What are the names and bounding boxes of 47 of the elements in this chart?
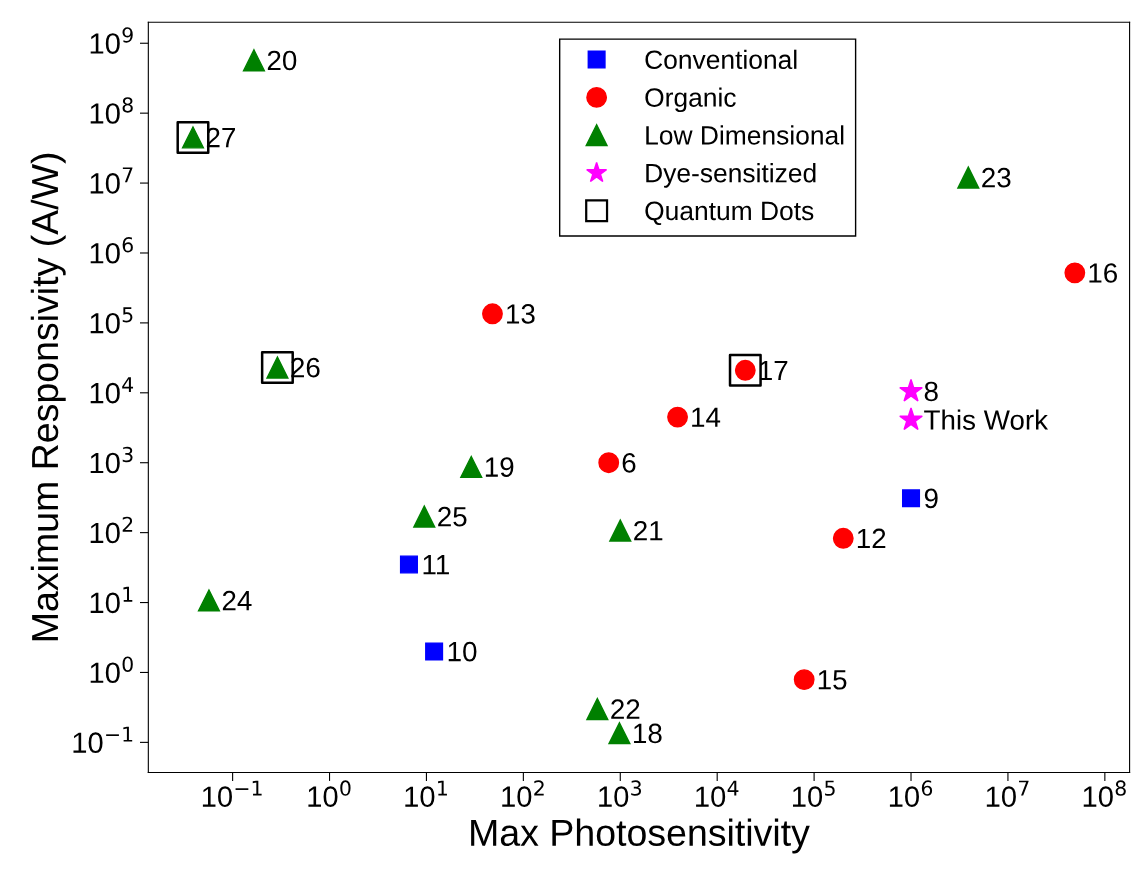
annotation: 12: [857, 528, 886, 549]
annotation: 24: [222, 590, 252, 611]
x-tick-label: 10$^{2}$: [502, 780, 544, 807]
annotation: 9: [924, 488, 938, 509]
annotation: 18: [634, 723, 662, 744]
annotation: 13: [507, 304, 535, 324]
x-tick-label: 10$^{5}$: [793, 780, 835, 807]
x-tick-label: 10$^{0}$: [308, 780, 351, 807]
x-tick-label: 10$^{7}$: [986, 780, 1029, 807]
x-tick-label: 10$^{−1}$: [202, 780, 262, 807]
legend-label: Low Dimensional: [646, 125, 844, 145]
x-tick-label: 10$^{4}$: [696, 780, 739, 807]
annotation: 21: [634, 520, 663, 541]
legend-label: Organic: [645, 87, 736, 113]
annotation: 23: [982, 167, 1011, 188]
annotation: 20: [267, 50, 297, 71]
x-tick-label: 10$^{1}$: [405, 780, 447, 807]
y-tick-label: 10$^{5}$: [90, 307, 133, 334]
annotation: 19: [485, 457, 514, 477]
annotation: 14: [692, 407, 721, 427]
annotation: 25: [438, 506, 467, 527]
x-axis-title: Max Photosensitivity: [471, 818, 810, 854]
y-tick-label: 10$^{8}$: [90, 97, 133, 124]
y-tick-label: 10$^{−1}$: [73, 726, 133, 754]
y-tick-label: 10$^{3}$: [90, 446, 133, 474]
y-tick-label: 10$^{6}$: [90, 237, 133, 264]
annotation: 15: [818, 670, 847, 690]
annotation: 8: [924, 381, 938, 402]
annotation: 6: [622, 453, 636, 473]
annotation: 10: [448, 641, 477, 662]
x-tick-label: 10$^{6}$: [889, 780, 933, 807]
y-tick-label: 10$^{0}$: [90, 656, 133, 684]
legend-label: Quantum Dots: [645, 201, 814, 225]
y-tick-label: 10$^{4}$: [90, 377, 134, 404]
x-tick-label: 10$^{3}$: [599, 780, 642, 807]
y-tick-label: 10$^{7}$: [90, 167, 133, 194]
annotation: 22: [611, 699, 640, 719]
y-tick-label: 10$^{9}$: [90, 27, 133, 54]
legend-label: Dye-sensitized: [646, 163, 816, 188]
x-tick-label: 10$^{8}$: [1083, 780, 1126, 807]
legend-label: Conventional: [645, 49, 797, 70]
annotation: 16: [1089, 263, 1117, 283]
y-axis-title: Maximum Responsivity (A/W): [30, 153, 66, 641]
y-tick-label: 10$^{1}$: [90, 586, 133, 614]
y-tick-label: 10$^{2}$: [90, 516, 133, 544]
annotation: This Work: [924, 409, 1049, 430]
annotation: 11: [423, 555, 449, 575]
